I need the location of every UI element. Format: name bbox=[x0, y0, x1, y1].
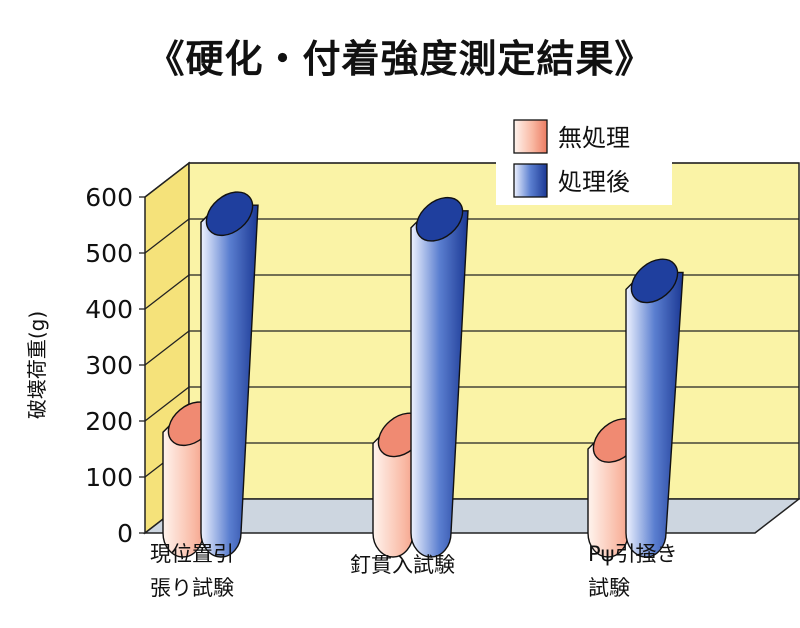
y-tick-label: 600 bbox=[85, 183, 133, 212]
gridline-side bbox=[144, 330, 190, 366]
y-tick-label: 500 bbox=[85, 239, 133, 268]
category-label: 釘貫入試験 bbox=[350, 553, 455, 577]
gridline-side bbox=[144, 218, 190, 254]
bar-2-2-top bbox=[415, 196, 464, 242]
bars bbox=[162, 191, 684, 558]
bar-2-1-top bbox=[205, 191, 254, 237]
y-axis-label: 破壊荷重(g) bbox=[25, 311, 49, 419]
gridline-side bbox=[144, 386, 190, 422]
bar-2-3-top bbox=[630, 258, 679, 304]
legend-label: 処理後 bbox=[558, 168, 630, 196]
bar-2-3-body bbox=[625, 271, 684, 558]
y-axis: 0 100 200 300 400 500 600 破壊荷重(g) bbox=[25, 183, 145, 548]
y-tick-label: 300 bbox=[85, 351, 133, 380]
chart-title: 《硬化・付着強度測定結果》 bbox=[146, 37, 654, 81]
y-tick-label: 0 bbox=[117, 519, 133, 548]
bar-2-1 bbox=[200, 191, 259, 558]
gridline-side bbox=[144, 162, 190, 198]
bar-2-2 bbox=[410, 196, 469, 558]
bar-2-1-body bbox=[200, 204, 259, 558]
bar-2-3 bbox=[625, 258, 684, 558]
legend-swatch bbox=[513, 119, 548, 154]
category-label: 現位置引 bbox=[150, 542, 234, 566]
legend-label: 無処理 bbox=[558, 124, 630, 152]
y-tick-label: 200 bbox=[85, 407, 133, 436]
category-label: Pψ引掻き bbox=[588, 542, 678, 566]
y-tick-label: 100 bbox=[85, 463, 133, 492]
gridline-side bbox=[144, 274, 190, 310]
bar-2-2-body bbox=[410, 210, 469, 558]
legend-swatch bbox=[513, 163, 548, 198]
category-label: 試験 bbox=[588, 576, 630, 600]
y-tick-label: 400 bbox=[85, 295, 133, 324]
category-label: 張り試験 bbox=[150, 576, 234, 600]
